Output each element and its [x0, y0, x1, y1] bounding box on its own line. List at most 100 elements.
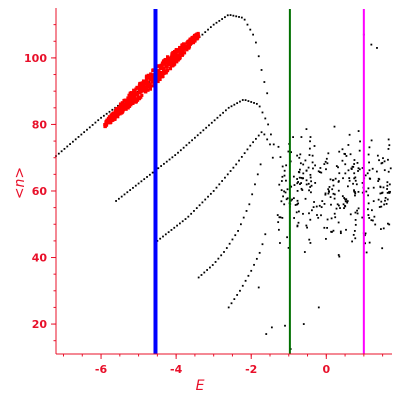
- data-point: [270, 133, 272, 136]
- data-point: [367, 214, 370, 216]
- data-point: [185, 48, 189, 52]
- data-point: [147, 85, 151, 89]
- data-point: [128, 100, 132, 104]
- data-point: [332, 229, 335, 232]
- x-axis-title: E: [196, 378, 205, 394]
- data-point: [103, 123, 107, 127]
- data-point: [174, 154, 177, 157]
- data-point: [166, 62, 170, 66]
- data-point: [334, 177, 337, 180]
- data-point: [345, 228, 347, 231]
- data-point: [255, 257, 258, 260]
- data-point: [381, 161, 384, 164]
- data-point: [348, 179, 351, 182]
- data-point: [118, 105, 122, 109]
- data-point: [260, 69, 263, 71]
- data-point: [325, 168, 327, 171]
- data-point: [308, 154, 311, 156]
- data-point: [299, 153, 302, 156]
- data-point: [139, 95, 143, 99]
- data-point: [171, 156, 174, 159]
- data-point: [279, 156, 282, 158]
- data-point: [216, 116, 219, 119]
- data-point: [367, 202, 370, 205]
- data-point: [186, 41, 190, 45]
- data-point: [218, 183, 221, 186]
- data-point: [375, 170, 378, 173]
- data-point: [339, 232, 342, 235]
- data-point: [368, 146, 371, 149]
- data-point: [213, 119, 216, 122]
- data-point: [361, 216, 364, 219]
- data-point: [88, 126, 91, 129]
- data-point: [163, 162, 165, 165]
- data-point: [245, 210, 248, 212]
- data-point: [368, 161, 370, 164]
- data-point: [346, 185, 349, 188]
- data-point: [377, 198, 380, 201]
- data-point: [357, 167, 360, 170]
- data-point: [319, 171, 321, 174]
- y-tick-label: 20: [32, 318, 48, 331]
- y-axis-title: <n>: [12, 167, 28, 199]
- data-point: [174, 48, 178, 52]
- data-point: [353, 159, 356, 161]
- data-point: [171, 59, 175, 63]
- data-point: [188, 141, 191, 144]
- data-point: [133, 97, 138, 101]
- data-point: [287, 150, 290, 153]
- data-point: [277, 221, 280, 224]
- data-point: [364, 234, 366, 237]
- data-point: [195, 207, 198, 209]
- data-point: [182, 146, 185, 149]
- data-point: [182, 51, 187, 55]
- data-point: [176, 224, 178, 227]
- data-point: [385, 202, 388, 205]
- data-point: [114, 109, 118, 113]
- y-tick-label: 80: [32, 118, 48, 131]
- data-point: [308, 212, 310, 215]
- data-point: [220, 254, 223, 257]
- data-point: [277, 228, 280, 231]
- data-point: [223, 251, 225, 253]
- data-point: [292, 175, 295, 178]
- data-point: [302, 172, 305, 175]
- data-point: [156, 79, 160, 84]
- data-point: [254, 183, 256, 186]
- data-point: [173, 59, 177, 64]
- data-point: [133, 91, 137, 95]
- data-point: [311, 209, 313, 212]
- data-point: [280, 200, 283, 203]
- data-point: [356, 212, 359, 215]
- data-point: [184, 46, 188, 50]
- data-point: [371, 219, 374, 222]
- data-point: [258, 251, 261, 254]
- data-point: [134, 87, 138, 91]
- data-point: [386, 191, 389, 194]
- data-point: [149, 72, 153, 76]
- data-point: [348, 133, 351, 136]
- data-point: [178, 52, 182, 56]
- data-point: [312, 206, 315, 209]
- data-point: [114, 107, 119, 111]
- data-point: [384, 199, 386, 202]
- data-point: [343, 197, 346, 199]
- data-point: [329, 178, 332, 181]
- data-point: [57, 152, 60, 155]
- y-axis-ticks: 20 40 60 80 100: [24, 24, 56, 342]
- data-point: [365, 190, 368, 193]
- data-point: [243, 18, 246, 21]
- data-point: [146, 176, 148, 178]
- data-point: [387, 170, 390, 173]
- data-point: [313, 201, 315, 203]
- data-point: [319, 167, 322, 169]
- data-point: [235, 163, 238, 166]
- data-point: [304, 197, 307, 200]
- data-point: [255, 102, 258, 105]
- data-point: [287, 246, 290, 249]
- data-point: [146, 73, 150, 77]
- data-point: [102, 114, 105, 117]
- data-point: [157, 69, 161, 73]
- data-point: [337, 254, 340, 256]
